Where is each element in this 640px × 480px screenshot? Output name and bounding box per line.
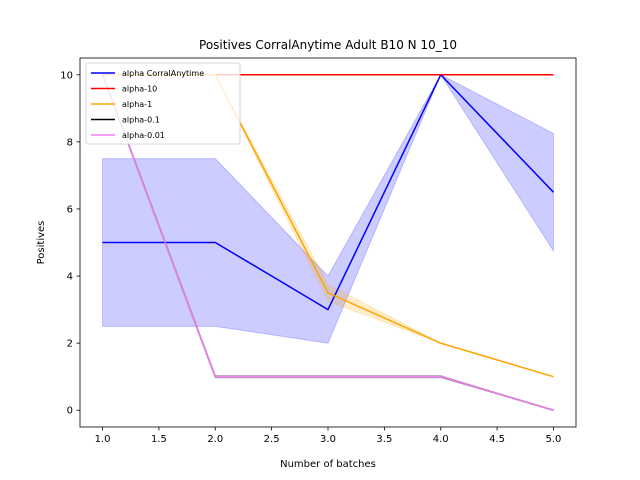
x-axis-label: Number of batches [280,459,376,470]
x-tick-label: 4.5 [489,434,505,445]
x-tick-label: 3.0 [320,434,336,445]
legend-label-1: alpha-10 [122,85,157,94]
x-tick-label: 5.0 [546,434,562,445]
y-tick-label: 4 [67,272,73,283]
legend: alpha CorralAnytime alpha-10 alpha-1 alpha-… [85,62,241,145]
legend-label-3: alpha-0.1 [122,116,160,125]
x-tick-label: 2.5 [264,434,280,445]
confidence-band-0 [102,73,554,344]
series-line-4 [101,74,554,411]
x-tick-label: 4.0 [433,434,449,445]
y-axis-ticks: 0 2 4 6 8 10 [60,70,80,417]
x-axis-ticks: 1.0 1.5 2.0 2.5 3.0 3.5 4.0 4.5 5.0 [95,427,562,445]
legend-box [85,62,241,145]
chart-title: Positives CorralAnytime Adult B10 N 10_1… [199,38,457,52]
legend-label-4: alpha-0.01 [122,131,165,140]
x-tick-label: 2.0 [207,434,223,445]
x-tick-label: 1.5 [151,434,167,445]
x-tick-label: 3.5 [376,434,392,445]
series-line-0 [102,74,554,311]
y-tick-label: 6 [67,204,73,215]
y-tick-label: 2 [67,339,73,350]
legend-label-0: alpha CorralAnytime [122,69,204,78]
x-tick-label: 1.0 [95,434,111,445]
y-tick-label: 0 [67,406,73,417]
y-tick-label: 10 [60,70,73,81]
y-tick-label: 8 [67,137,73,148]
y-axis-label: Positives [36,221,47,265]
legend-label-2: alpha-1 [122,100,152,109]
